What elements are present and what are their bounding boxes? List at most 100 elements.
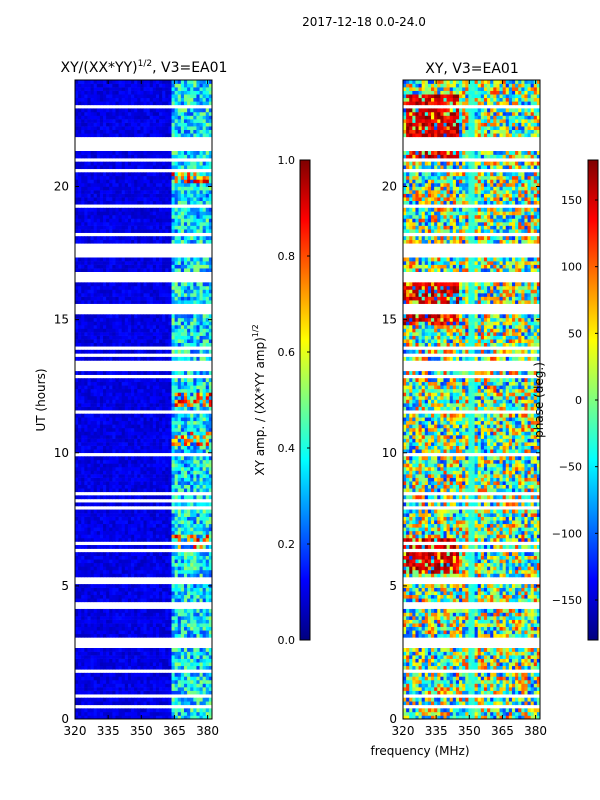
amplitude-heatmap-cell (84, 612, 88, 617)
amplitude-heatmap-cell (159, 239, 163, 244)
amplitude-heatmap-cell (90, 690, 95, 695)
amplitude-heatmap-cell (103, 236, 107, 241)
amplitude-heatmap-cell (208, 197, 213, 201)
amplitude-heatmap-cell (152, 225, 157, 230)
amplitude-heatmap-cell (177, 470, 182, 475)
amplitude-heatmap-cell (146, 342, 151, 347)
amplitude-heatmap-cell (190, 399, 194, 404)
amplitude-heatmap-cell (84, 218, 88, 223)
amplitude-heatmap-cell (171, 257, 176, 262)
amplitude-heatmap-cell (93, 612, 98, 617)
amplitude-heatmap-cell (208, 342, 213, 347)
amplitude-heatmap-cell (140, 317, 144, 322)
amplitude-heatmap-cell (75, 474, 79, 478)
amplitude-heatmap-cell (99, 385, 104, 390)
amplitude-heatmap-cell (155, 282, 160, 287)
amplitude-heatmap-cell (149, 424, 154, 429)
amplitude-heatmap-cell (190, 616, 194, 620)
amplitude-heatmap-cell (96, 349, 101, 354)
amplitude-heatmap-cell (109, 587, 113, 592)
amplitude-heatmap-cell (177, 285, 182, 290)
amplitude-heatmap-cell (171, 399, 176, 404)
amplitude-heatmap-cell (168, 293, 172, 297)
amplitude-heatmap-cell (140, 545, 144, 549)
amplitude-heatmap-cell (78, 381, 82, 386)
amplitude-heatmap-cell (155, 456, 160, 461)
amplitude-heatmap-cell (109, 633, 113, 638)
amplitude-heatmap-cell (96, 587, 101, 592)
amplitude-heatmap-cell (84, 456, 88, 461)
amplitude-heatmap-cell (87, 679, 91, 684)
amplitude-heatmap-cell (165, 332, 169, 336)
amplitude-heatmap-cell (149, 200, 154, 205)
amplitude-heatmap-cell (137, 612, 141, 617)
amplitude-heatmap-cell (137, 324, 141, 329)
amplitude-heatmap-cell (180, 466, 185, 471)
amplitude-heatmap-cell (121, 516, 126, 521)
amplitude-heatmap-cell (81, 679, 85, 684)
amplitude-heatmap-cell (103, 502, 107, 507)
amplitude-heatmap-cell (174, 697, 179, 702)
amplitude-heatmap-cell (140, 222, 144, 226)
amplitude-heatmap-cell (168, 658, 172, 663)
amplitude-heatmap-cell (84, 509, 88, 514)
amplitude-heatmap-cell (177, 349, 182, 354)
amplitude-heatmap-cell (84, 225, 88, 230)
amplitude-heatmap-cell (93, 321, 98, 326)
amplitude-heatmap-cell (84, 342, 88, 347)
amplitude-heatmap-cell (165, 371, 169, 375)
amplitude-heatmap-cell (208, 562, 213, 567)
amplitude-heatmap-cell (134, 403, 138, 407)
amplitude-heatmap-cell (174, 449, 179, 454)
amplitude-heatmap-cell (171, 697, 176, 702)
amplitude-heatmap-cell (134, 530, 138, 535)
amplitude-heatmap-cell (205, 559, 210, 564)
amplitude-heatmap-cell (106, 612, 110, 617)
amplitude-heatmap-cell (183, 236, 188, 241)
amplitude-heatmap-cell (96, 268, 101, 272)
amplitude-heatmap-cell (165, 502, 169, 507)
amplitude-heatmap-cell (124, 349, 129, 354)
amplitude-heatmap-cell (140, 470, 144, 475)
amplitude-heatmap-cell (180, 488, 185, 493)
amplitude-heatmap-cell (115, 651, 119, 656)
amplitude-heatmap-cell (146, 300, 151, 304)
amplitude-heatmap-cell (99, 715, 104, 720)
amplitude-heatmap-cell (137, 293, 141, 297)
amplitude-heatmap-cell (199, 392, 204, 397)
amplitude-heatmap-cell (187, 630, 191, 635)
amplitude-heatmap-cell (137, 211, 141, 216)
amplitude-heatmap-cell (134, 424, 138, 429)
amplitude-heatmap-cell (81, 534, 85, 539)
amplitude-heatmap-cell (205, 509, 210, 514)
amplitude-heatmap-cell (140, 395, 144, 400)
amplitude-heatmap-cell (159, 406, 163, 411)
amplitude-heatmap-cell (78, 598, 82, 603)
amplitude-heatmap-cell (143, 339, 148, 343)
amplitude-heatmap-cell (208, 687, 213, 691)
amplitude-heatmap-cell (187, 569, 191, 574)
amplitude-heatmap-cell (81, 239, 85, 244)
amplitude-heatmap-cell (168, 424, 172, 429)
amplitude-heatmap-cell (143, 385, 148, 390)
amplitude-heatmap-cell (103, 566, 107, 571)
amplitude-heatmap-cell (155, 715, 160, 720)
amplitude-heatmap-cell (115, 587, 119, 592)
amplitude-heatmap-cell (159, 339, 163, 343)
amplitude-heatmap-cell (134, 648, 138, 652)
amplitude-heatmap-cell (187, 449, 191, 454)
amplitude-heatmap-cell (131, 651, 135, 656)
amplitude-heatmap-cell (140, 651, 144, 656)
amplitude-heatmap-cell (180, 658, 185, 663)
amplitude-heatmap-cell (115, 193, 119, 198)
amplitude-heatmap-cell (205, 612, 210, 617)
amplitude-heatmap-cell (112, 282, 116, 287)
amplitude-heatmap-cell (84, 630, 88, 635)
amplitude-heatmap-cell (168, 584, 172, 588)
amplitude-heatmap-cell (190, 197, 194, 201)
amplitude-heatmap-cell (90, 569, 95, 574)
amplitude-heatmap-cell (93, 339, 98, 343)
amplitude-heatmap-cell (131, 555, 135, 560)
amplitude-heatmap-cell (124, 335, 129, 340)
amplitude-heatmap-cell (75, 424, 79, 429)
